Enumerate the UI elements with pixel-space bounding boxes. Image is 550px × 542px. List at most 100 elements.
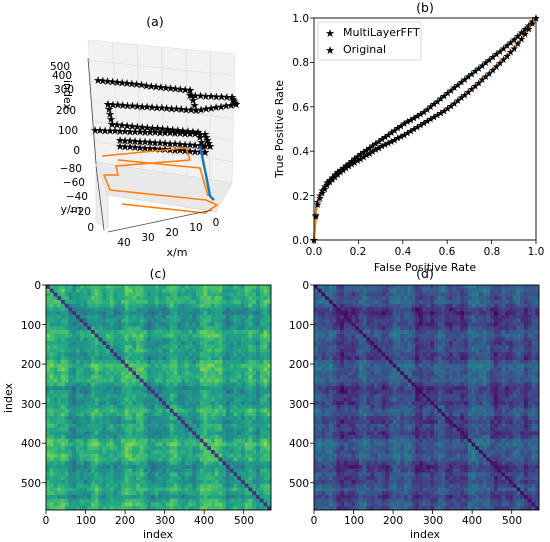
heatmap-cell <box>351 341 356 346</box>
heatmap-cell <box>147 446 152 451</box>
heatmap-cell <box>106 427 111 432</box>
blue-marker: ★ <box>162 102 172 115</box>
heatmap-cell <box>128 431 133 436</box>
heatmap-cell <box>456 326 461 331</box>
heatmap-cell <box>259 360 264 365</box>
heatmap-cell <box>218 352 223 357</box>
roc-marker: ★ <box>397 121 406 132</box>
heatmap-cell <box>321 300 326 305</box>
heatmap-cell <box>229 498 234 503</box>
blue-marker: ★ <box>185 127 195 140</box>
heatmap-cell <box>76 453 81 458</box>
heatmap-cell <box>136 506 141 510</box>
heatmap-cell <box>151 483 156 488</box>
heatmap-cell <box>61 427 66 432</box>
heatmap-cell <box>237 337 242 342</box>
heatmap-cell <box>91 420 96 425</box>
heatmap-cell <box>184 416 189 421</box>
roc-marker: ★ <box>333 170 342 181</box>
heatmap-cell <box>475 315 480 320</box>
heatmap-cell <box>166 341 171 346</box>
heatmap-cell <box>237 435 242 440</box>
heatmap-cell <box>57 483 62 488</box>
heatmap-cell <box>407 311 412 316</box>
heatmap-cell <box>464 311 469 316</box>
heatmap-cell <box>61 506 66 510</box>
roc-marker: ★ <box>410 113 419 124</box>
heatmap-cell <box>196 461 201 466</box>
heatmap-cell <box>98 502 103 507</box>
heatmap-cell <box>109 397 114 402</box>
roc-marker: ★ <box>453 96 462 107</box>
heatmap-cell <box>259 386 264 391</box>
heatmap-cell <box>72 341 77 346</box>
heatmap-cell <box>203 420 208 425</box>
heatmap-cell <box>136 438 141 443</box>
heatmap-cell <box>486 330 491 335</box>
blue-marker: ★ <box>103 75 113 88</box>
heatmap-cell <box>244 386 249 391</box>
heatmap-cell <box>64 382 69 387</box>
heatmap-cell <box>132 311 137 316</box>
heatmap-cell <box>106 506 111 510</box>
heatmap-cell <box>355 341 360 346</box>
heatmap-cell <box>91 341 96 346</box>
heatmap-cell <box>222 333 227 338</box>
heatmap-cell <box>460 307 465 312</box>
heatmap-cell <box>143 326 148 331</box>
z-tick: 400 <box>52 70 72 82</box>
heatmap-cell <box>244 303 249 308</box>
heatmap-cell <box>211 371 216 376</box>
heatmap-cell <box>173 322 178 327</box>
heatmap-cell <box>49 420 54 425</box>
heatmap-cell <box>121 442 126 447</box>
heatmap-cell <box>207 431 212 436</box>
heatmap-cell <box>106 405 111 410</box>
heatmap-cell <box>79 337 84 342</box>
heatmap-cell <box>351 337 356 342</box>
heatmap-cell <box>158 393 163 398</box>
heatmap-cell <box>132 296 137 301</box>
heatmap-cell <box>173 318 178 323</box>
heatmap-cell <box>61 337 66 342</box>
heatmap-cell <box>57 476 62 481</box>
heatmap-cell <box>404 311 409 316</box>
heatmap-cell <box>87 371 92 376</box>
heatmap-cell <box>94 393 99 398</box>
heatmap-cell <box>94 322 99 327</box>
roc-marker: ★ <box>419 118 428 129</box>
heatmap-cell <box>192 337 197 342</box>
heatmap-cell <box>177 390 182 395</box>
heatmap-cell <box>199 468 204 473</box>
heatmap-cell <box>83 416 88 421</box>
heatmap-cell <box>109 431 114 436</box>
heatmap-cell <box>113 502 118 507</box>
heatmap-cell <box>196 345 201 350</box>
heatmap-cell <box>166 472 171 477</box>
heatmap-cell <box>91 397 96 402</box>
heatmap-cell <box>147 435 152 440</box>
heatmap-cell <box>98 476 103 481</box>
heatmap-cell <box>162 292 167 297</box>
heatmap-cell <box>91 483 96 488</box>
heatmap-cell <box>248 375 253 380</box>
heatmap-cell <box>370 333 375 338</box>
heatmap-cell <box>46 416 51 421</box>
heatmap-cell <box>464 296 469 301</box>
heatmap-cell <box>124 371 129 376</box>
heatmap-cell <box>199 337 204 342</box>
heatmap-cell <box>233 341 238 346</box>
heatmap-cell <box>505 300 510 305</box>
heatmap-cell <box>68 491 73 496</box>
heatmap-cell <box>366 300 371 305</box>
heatmap-cell <box>259 435 264 440</box>
heatmap-cell <box>199 378 204 383</box>
heatmap-cell <box>121 506 126 510</box>
heatmap-cell <box>222 348 227 353</box>
heatmap-cell <box>196 393 201 398</box>
heatmap-cell <box>166 315 171 320</box>
heatmap-cell <box>143 371 148 376</box>
heatmap-cell <box>203 453 208 458</box>
heatmap-cell <box>158 506 163 510</box>
heatmap-cell <box>136 341 141 346</box>
